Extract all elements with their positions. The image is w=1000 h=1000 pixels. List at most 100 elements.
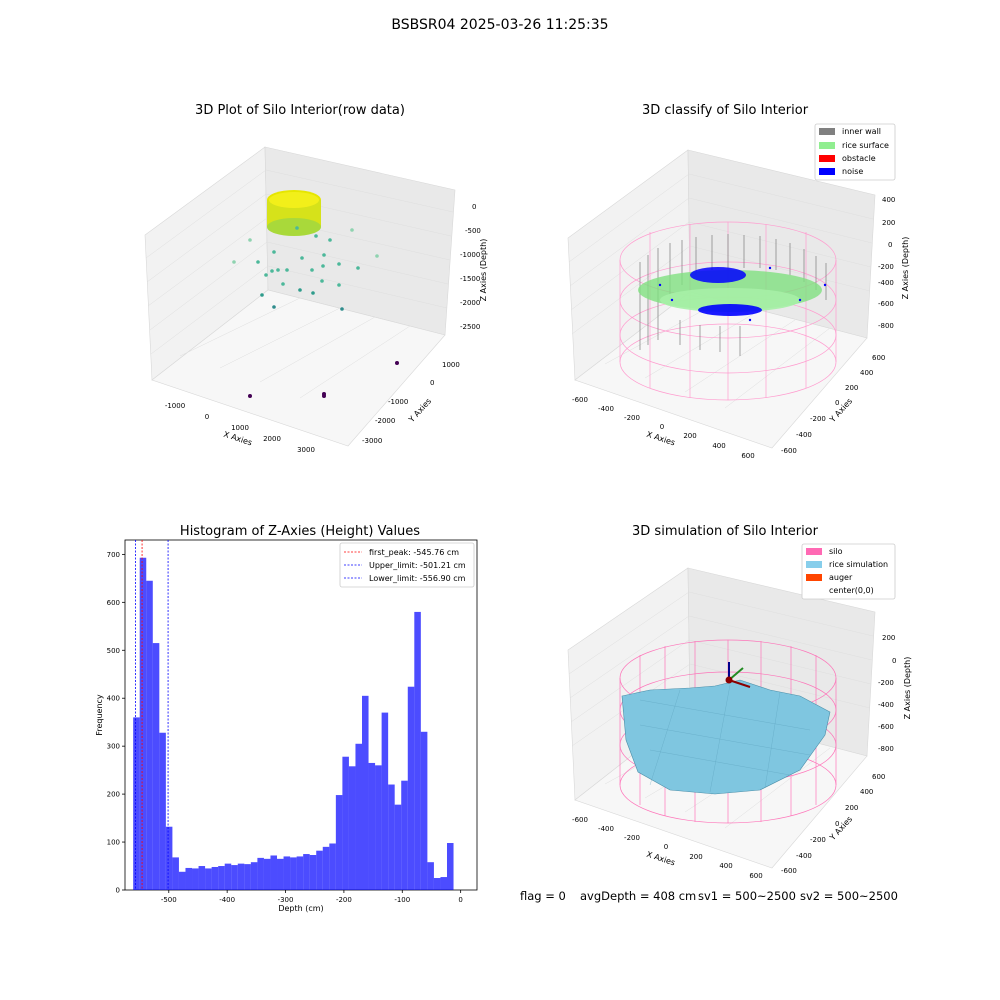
raw-ztick: -500 (465, 227, 481, 235)
classify-xtick: -600 (572, 396, 588, 404)
histogram-bar (342, 756, 349, 890)
raw-ztick: -1500 (460, 275, 480, 283)
sv1-text: sv1 = 500~2500 (698, 889, 796, 903)
classify-xtick: 600 (741, 452, 754, 460)
classify-xtick: -400 (598, 405, 614, 413)
classify-ztick: -200 (878, 263, 894, 271)
histogram-xtick-label: -300 (278, 896, 294, 904)
histogram-bar (159, 732, 166, 890)
legend-label: silo (829, 547, 843, 556)
legend-swatch (819, 168, 835, 175)
histogram-chart: -500 -400 -300 -200 -100 0 0 100 200 300 400 500 60… (95, 539, 478, 913)
classify-ytick: -400 (796, 431, 812, 439)
sim-ytick: 400 (860, 788, 873, 796)
histogram-bar (139, 557, 147, 890)
histogram-bar (362, 695, 369, 890)
avg-depth-text: avgDepth = 408 cm (580, 889, 697, 903)
histogram-xtick-label: -500 (161, 896, 177, 904)
histogram-bar (244, 864, 251, 890)
histogram-bar (329, 843, 336, 890)
raw-plot-title: 3D Plot of Silo Interior(row data) (195, 103, 405, 118)
sim-ztick: -600 (878, 723, 894, 731)
sim-xtick: 600 (749, 872, 762, 880)
histogram-bar (440, 877, 447, 890)
histogram-bar (303, 854, 310, 890)
histogram-bar (250, 862, 258, 890)
raw-ylabel: Y Axies (406, 397, 433, 425)
histogram-bar (335, 795, 343, 890)
raw-ytick: 1000 (442, 361, 460, 369)
classify-ytick: -600 (781, 447, 797, 455)
histogram-bar (270, 855, 278, 890)
classify-ztick: -600 (878, 300, 894, 308)
histogram-xtick-label: -200 (336, 896, 352, 904)
histogram-x-ticks: -500 -400 -300 -200 -100 0 (161, 890, 463, 904)
histogram-bar (375, 765, 382, 890)
histogram-xlabel: Depth (cm) (278, 904, 323, 913)
classify-ylabel: Y Axies (827, 397, 854, 425)
histogram-bar (446, 843, 454, 890)
classify-ztick: 0 (888, 241, 892, 249)
legend-label: noise (842, 167, 863, 176)
sim-zlabel: Z Axies (Depth) (903, 657, 912, 720)
raw-ztick: -2000 (460, 299, 480, 307)
histogram-ytick-label: 400 (107, 695, 120, 703)
sim-ztick: 200 (882, 634, 895, 642)
legend-label: Upper_limit: -501.21 cm (369, 561, 466, 570)
raw-ztick: -2500 (460, 323, 480, 331)
histogram-ytick-label: 0 (116, 887, 120, 895)
sim-ytick: 200 (845, 804, 858, 812)
sim-xtick: -400 (598, 825, 614, 833)
legend-swatch (819, 142, 835, 149)
histogram-bar (211, 866, 219, 890)
raw-ytick: -3000 (362, 437, 382, 445)
histogram-bars (133, 557, 454, 890)
histogram-bar (178, 871, 186, 890)
raw-xtick: 3000 (297, 446, 315, 454)
histogram-bar (414, 611, 421, 890)
sv2-text: sv2 = 500~2500 (800, 889, 898, 903)
raw-ztick: -1000 (460, 251, 480, 259)
raw-ytick: 0 (430, 379, 434, 387)
simulation-center-axes-icon (725, 662, 751, 688)
classify-plot-title: 3D classify of Silo Interior (641, 103, 809, 118)
simulation-legend: silo rice simulation auger center(0,0) (801, 543, 896, 600)
raw-xtick: 1000 (231, 424, 249, 432)
histogram-bar (146, 580, 153, 890)
histogram-bar (407, 686, 415, 890)
histogram-bar (224, 863, 232, 890)
histogram-ytick-label: 200 (107, 791, 120, 799)
figure-title: BSBSR04 2025-03-26 11:25:35 (391, 17, 609, 33)
histogram-bar (316, 850, 323, 890)
raw-plot-scatter-points (232, 226, 399, 398)
histogram-bar (355, 743, 363, 890)
classify-noise (658, 266, 827, 322)
raw-plot-yellow-surface (267, 190, 321, 236)
histogram-title: Histogram of Z-Axies (Height) Values (179, 524, 421, 539)
histogram-ytick-label: 300 (107, 743, 120, 751)
histogram-bar (172, 857, 179, 890)
raw-plot-3d-axes: -1000 0 1000 2000 3000 1000 0 -1000 -200… (144, 146, 488, 454)
histogram-bar (296, 856, 304, 890)
legend-swatch (819, 128, 835, 135)
histogram-bar (283, 856, 291, 890)
classify-xtick: 400 (712, 442, 725, 450)
histogram-bar (257, 857, 264, 890)
histogram-ytick-label: 100 (107, 839, 120, 847)
histogram-xtick-label: 0 (458, 896, 462, 904)
classify-ytick: 200 (845, 384, 858, 392)
sim-xtick: 200 (689, 853, 702, 861)
legend-label: center(0,0) (829, 586, 874, 595)
histogram-ylabel: Frequency (95, 694, 104, 736)
sim-ytick: 600 (872, 773, 885, 781)
classify-inner-wall (639, 234, 827, 356)
classify-xlabel: X Axies (645, 430, 676, 448)
sim-ylabel: Y Axies (827, 815, 854, 843)
histogram-bar (348, 766, 356, 890)
legend-label: rice simulation (829, 560, 888, 569)
classify-ytick: 400 (860, 369, 873, 377)
sim-xtick: 0 (664, 843, 668, 851)
histogram-bar (401, 780, 408, 890)
legend-label: auger (829, 573, 853, 582)
histogram-ytick-label: 700 (107, 551, 120, 559)
